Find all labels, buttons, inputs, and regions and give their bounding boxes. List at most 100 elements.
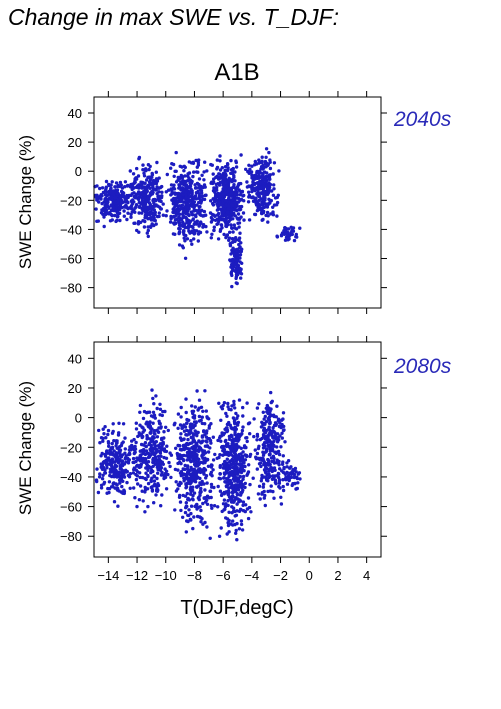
data-point: [126, 461, 131, 465]
data-point: [205, 502, 210, 506]
data-point: [167, 460, 171, 465]
data-point: [234, 528, 238, 533]
data-point: [203, 520, 207, 525]
data-point: [156, 454, 161, 459]
data-point: [248, 454, 252, 459]
data-point: [144, 477, 148, 482]
data-point: [141, 163, 145, 167]
data-point: [230, 469, 234, 474]
data-point: [216, 237, 221, 241]
data-point: [215, 185, 219, 190]
data-point: [171, 162, 176, 167]
data-point: [183, 181, 187, 186]
data-point: [132, 221, 136, 225]
data-point: [191, 174, 195, 179]
data-point: [189, 492, 193, 496]
data-point: [99, 454, 103, 458]
data-point: [197, 200, 201, 205]
data-point: [106, 211, 110, 216]
data-point: [186, 469, 190, 473]
data-point: [204, 213, 208, 217]
data-point: [179, 197, 183, 201]
data-point: [239, 433, 243, 437]
data-point: [257, 194, 261, 199]
data-point: [233, 192, 237, 196]
data-point: [227, 495, 232, 499]
data-point: [128, 169, 132, 173]
data-point: [105, 491, 109, 495]
data-point: [246, 496, 251, 500]
data-point: [225, 426, 229, 430]
data-point: [243, 458, 248, 462]
data-point: [183, 225, 187, 230]
data-point: [261, 190, 265, 194]
data-point: [267, 415, 272, 419]
data-point: [268, 440, 273, 444]
data-point: [222, 209, 227, 213]
data-point: [203, 193, 207, 198]
data-point: [227, 530, 231, 534]
data-point: [159, 454, 163, 458]
data-point: [141, 219, 145, 223]
data-point: [267, 469, 271, 473]
panel-2080s-y-tick-label: 20: [68, 381, 82, 396]
data-point: [234, 196, 239, 200]
data-point: [103, 471, 107, 475]
data-point: [152, 429, 157, 433]
data-point: [133, 177, 137, 182]
data-point: [262, 421, 266, 426]
data-point: [227, 518, 231, 523]
data-point: [201, 223, 206, 227]
data-point: [263, 469, 267, 474]
data-point: [281, 488, 286, 493]
data-point: [228, 214, 232, 219]
data-point: [192, 204, 196, 209]
data-point: [116, 183, 121, 187]
data-point: [217, 172, 221, 176]
data-point: [159, 207, 163, 211]
data-point: [128, 472, 133, 476]
data-point: [232, 451, 237, 455]
data-point: [205, 440, 209, 444]
data-point: [266, 489, 270, 494]
data-point: [155, 160, 159, 165]
data-point: [209, 482, 214, 487]
data-point: [192, 237, 196, 241]
data-point: [205, 525, 209, 529]
data-point: [198, 187, 203, 191]
data-point: [172, 222, 177, 226]
data-point: [267, 452, 272, 457]
data-point: [239, 480, 243, 484]
data-point: [177, 231, 181, 235]
data-point: [145, 451, 150, 455]
data-point: [220, 166, 224, 170]
panel-2080s-y-tick-label: −80: [60, 529, 82, 544]
data-point: [120, 192, 125, 196]
data-point: [148, 202, 152, 207]
data-point: [142, 196, 147, 200]
data-point: [219, 203, 223, 207]
data-point: [115, 188, 120, 192]
data-point: [220, 214, 224, 218]
data-point: [111, 482, 116, 486]
data-point: [219, 493, 224, 498]
data-point: [200, 517, 204, 521]
data-point: [189, 201, 194, 206]
data-point: [103, 193, 108, 197]
data-point: [196, 468, 200, 472]
data-point: [138, 471, 142, 475]
data-point: [178, 500, 183, 504]
data-point: [212, 504, 217, 508]
data-point: [108, 449, 113, 454]
data-point: [220, 407, 225, 411]
data-point: [165, 444, 169, 448]
data-point: [232, 175, 236, 179]
data-point: [137, 498, 142, 502]
data-point: [157, 211, 161, 215]
data-point: [272, 161, 277, 165]
data-point: [151, 421, 155, 425]
data-point: [125, 205, 129, 210]
data-point: [283, 229, 287, 233]
data-point: [204, 409, 208, 413]
data-point: [206, 450, 211, 454]
